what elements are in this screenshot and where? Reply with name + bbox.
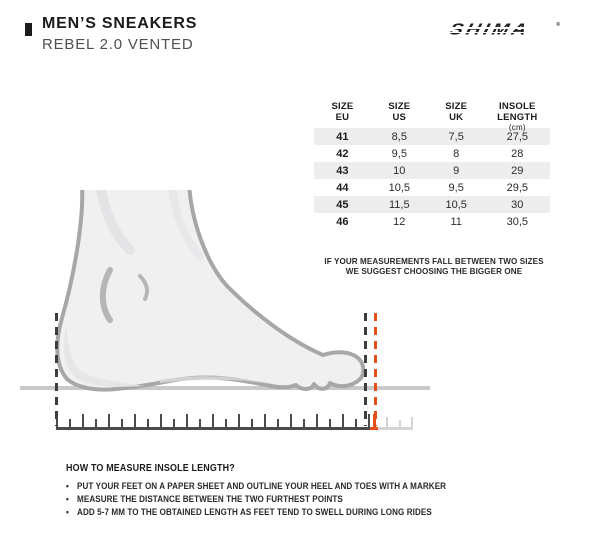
list-item: • MEASURE THE DISTANCE BETWEEN THE TWO F… bbox=[66, 494, 343, 505]
size-table: SIZE EU SIZE US SIZE UK INSOLE LENGTH (cm) 4… bbox=[314, 101, 550, 230]
column-header-eu: SIZE EU bbox=[331, 101, 354, 123]
sizing-note: IF YOUR MEASUREMENTS FALL BETWEEN TWO SI… bbox=[324, 256, 544, 276]
swell-allowance-dashed-line bbox=[374, 313, 377, 426]
product-subtitle: REBEL 2.0 VENTED bbox=[42, 36, 194, 53]
toe-measure-dashed-line bbox=[364, 313, 367, 426]
table-row: 46 12 11 30,5 bbox=[336, 215, 528, 228]
instructions-section: HOW TO MEASURE INSOLE LENGTH? • PUT YOUR… bbox=[66, 462, 474, 521]
title-tick-mark bbox=[25, 23, 32, 36]
bullet-icon: • bbox=[66, 481, 69, 492]
size-table-header: SIZE EU SIZE US SIZE UK INSOLE LENGTH (cm) bbox=[314, 101, 550, 132]
bullet-icon: • bbox=[66, 507, 69, 518]
table-row: 45 11,5 10,5 30 bbox=[314, 196, 550, 213]
logo-stripe bbox=[448, 31, 556, 34]
ruler-baseline bbox=[56, 427, 370, 430]
ruler bbox=[56, 409, 416, 430]
shima-wordmark: SHIMA bbox=[447, 21, 532, 39]
instructions-title: HOW TO MEASURE INSOLE LENGTH? bbox=[66, 462, 235, 474]
foot-illustration bbox=[55, 190, 366, 392]
page-title: MEN’S SNEAKERS bbox=[42, 15, 198, 32]
registered-trademark-mark: ® bbox=[556, 22, 560, 28]
table-row: 42 9,5 8 28 bbox=[336, 147, 524, 160]
table-row: 44 10,5 9,5 29,5 bbox=[336, 181, 528, 194]
ruler-baseline-accent bbox=[370, 427, 378, 430]
ankle-mark bbox=[99, 267, 113, 323]
list-item: • ADD 5-7 MM TO THE OBTAINED LENGTH AS F… bbox=[66, 507, 432, 518]
ankle-mark bbox=[138, 274, 150, 301]
shima-logo: SHIMA ® bbox=[448, 21, 560, 41]
list-item: • PUT YOUR FEET ON A PAPER SHEET AND OUT… bbox=[66, 481, 447, 492]
instructions-list: • PUT YOUR FEET ON A PAPER SHEET AND OUT… bbox=[66, 481, 474, 519]
bullet-icon: • bbox=[66, 494, 69, 505]
logo-stripe bbox=[448, 27, 556, 29]
heel-measure-dashed-line bbox=[55, 313, 58, 426]
column-header-uk: SIZE UK bbox=[445, 101, 468, 123]
table-row: 41 8,5 7,5 27,5 bbox=[314, 128, 550, 145]
ground-line bbox=[20, 386, 430, 390]
ruler-baseline-overflow bbox=[378, 427, 413, 430]
table-row: 43 10 9 29 bbox=[314, 162, 550, 179]
column-header-us: SIZE US bbox=[388, 101, 411, 123]
column-header-insole-length: INSOLE LENGTH (cm) bbox=[497, 101, 538, 132]
